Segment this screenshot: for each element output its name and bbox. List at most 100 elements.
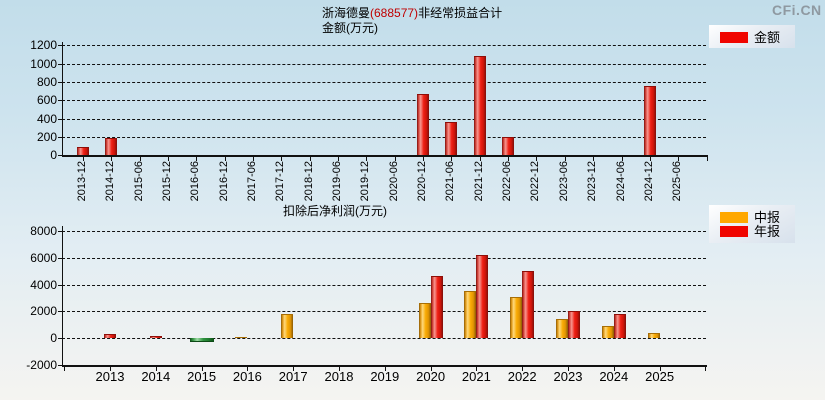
interim-legend-label: 中报	[754, 209, 781, 225]
x-axis-tick	[536, 155, 538, 161]
bar-interim-2025	[647, 332, 660, 339]
x-axis-tick	[451, 155, 453, 161]
x-axis-tick	[508, 155, 510, 161]
x-axis-tick	[247, 365, 249, 371]
gridline	[62, 284, 706, 286]
y-axis-tick	[58, 311, 62, 313]
y-axis-tick	[58, 100, 62, 102]
x-axis-tick	[338, 155, 340, 161]
y-axis-label: 1000	[30, 56, 57, 71]
x-axis-label: 2021	[461, 369, 491, 384]
bar-2021-06	[445, 122, 458, 155]
bar-2024-12	[643, 86, 656, 155]
y-axis-tick	[58, 136, 62, 138]
x-axis-tick	[564, 155, 566, 161]
x-axis-tick	[394, 155, 396, 161]
y-axis-tick	[58, 118, 62, 120]
bottom-legend: 中报 年报	[709, 205, 795, 243]
x-axis-label: 2023-12	[586, 161, 599, 202]
x-axis-tick	[281, 155, 283, 161]
top-chart-title-line1: 浙海德曼(688577)非经常损益合计	[322, 6, 502, 21]
x-axis-label: 2017-12	[274, 161, 287, 202]
gridline	[62, 311, 706, 313]
y-axis-label: 8000	[30, 224, 57, 238]
top-chart-unit-label: 金额(万元)	[322, 21, 378, 35]
gridline	[62, 45, 706, 47]
y-axis-label: 4000	[30, 277, 57, 292]
x-axis-tick	[476, 365, 478, 371]
x-axis-label: 2021-12	[472, 161, 485, 202]
x-axis-label: 2022	[507, 369, 537, 384]
x-axis-label: 2018	[324, 369, 354, 384]
y-axis-label: 0	[50, 148, 57, 162]
x-axis-tick	[678, 155, 680, 161]
x-axis-label: 2024-06	[614, 161, 627, 202]
y-axis-label: 1200	[30, 38, 57, 53]
x-axis-tick	[430, 365, 432, 371]
bar-2020-12	[417, 94, 430, 155]
x-axis-tick	[705, 365, 707, 371]
x-axis-tick	[155, 365, 157, 371]
top-legend: 金额	[709, 25, 795, 48]
y-axis-tick	[58, 63, 62, 65]
y-axis-label: 600	[36, 93, 57, 108]
y-axis-tick	[58, 155, 62, 156]
gridline	[62, 100, 706, 102]
x-axis-tick	[111, 155, 113, 161]
gridline	[62, 257, 706, 259]
x-axis-tick	[196, 155, 198, 161]
gridline	[62, 231, 706, 232]
bar-interim-2024	[601, 326, 614, 339]
x-axis-label: 2014	[141, 369, 171, 384]
x-axis-label: 2025	[645, 369, 675, 384]
x-axis-tick	[309, 155, 311, 161]
y-axis-label: 0	[50, 331, 57, 346]
x-axis-tick	[706, 155, 708, 161]
amount-legend-label: 金额	[754, 29, 781, 45]
x-axis-tick	[522, 365, 524, 371]
x-axis	[62, 155, 707, 157]
y-axis-label: 6000	[30, 250, 57, 265]
bar-interim-2023	[556, 319, 568, 339]
x-axis-label: 2016	[232, 369, 262, 384]
metric-name: 非经常损益合计	[418, 6, 503, 20]
bar-annual-2014	[149, 335, 162, 339]
x-axis-label: 2013	[95, 369, 125, 384]
y-axis-label: 800	[36, 74, 57, 89]
bottom-chart-title: 扣除后净利润(万元)	[283, 204, 387, 218]
x-axis-label: 2020-06	[387, 161, 400, 202]
legend-row-annual: 年报	[720, 224, 795, 238]
x-axis-tick	[423, 155, 425, 161]
x-axis-label: 2015-12	[161, 161, 173, 202]
x-axis-label: 2025-06	[671, 161, 684, 202]
top-chart-title: 浙海德曼(688577)非经常损益合计 金额(万元)	[322, 6, 502, 36]
x-axis-label: 2019-12	[359, 161, 372, 202]
annual-legend-label: 年报	[754, 223, 781, 239]
x-axis-label: 2017	[278, 369, 308, 384]
x-axis-label: 2020-12	[416, 161, 429, 202]
bar-annual-2020	[430, 275, 443, 339]
x-axis-tick	[139, 155, 141, 161]
y-axis-tick	[58, 81, 62, 83]
x-axis-tick	[479, 155, 481, 161]
x-axis-label: 2021-06	[444, 161, 457, 202]
x-axis-label: 2024-12	[642, 161, 655, 202]
y-axis-tick	[58, 338, 62, 340]
x-axis-tick	[224, 155, 226, 161]
legend-row-interim: 中报	[720, 210, 795, 224]
bar-annual-2013	[104, 333, 116, 339]
amount-legend-swatch	[720, 31, 748, 43]
x-axis-label: 2014-12	[104, 161, 117, 202]
stock-code: (688577)	[370, 6, 419, 20]
bar-annual-2022	[522, 271, 535, 339]
x-axis-tick	[168, 155, 169, 161]
x-axis-label: 2020	[416, 369, 446, 384]
x-axis-tick	[568, 365, 569, 371]
y-axis-label: 2000	[30, 304, 57, 319]
bar-annual-2024	[613, 314, 626, 339]
y-axis-tick	[58, 45, 62, 47]
x-axis-tick	[83, 155, 84, 161]
x-axis-label: 2024	[599, 369, 629, 384]
